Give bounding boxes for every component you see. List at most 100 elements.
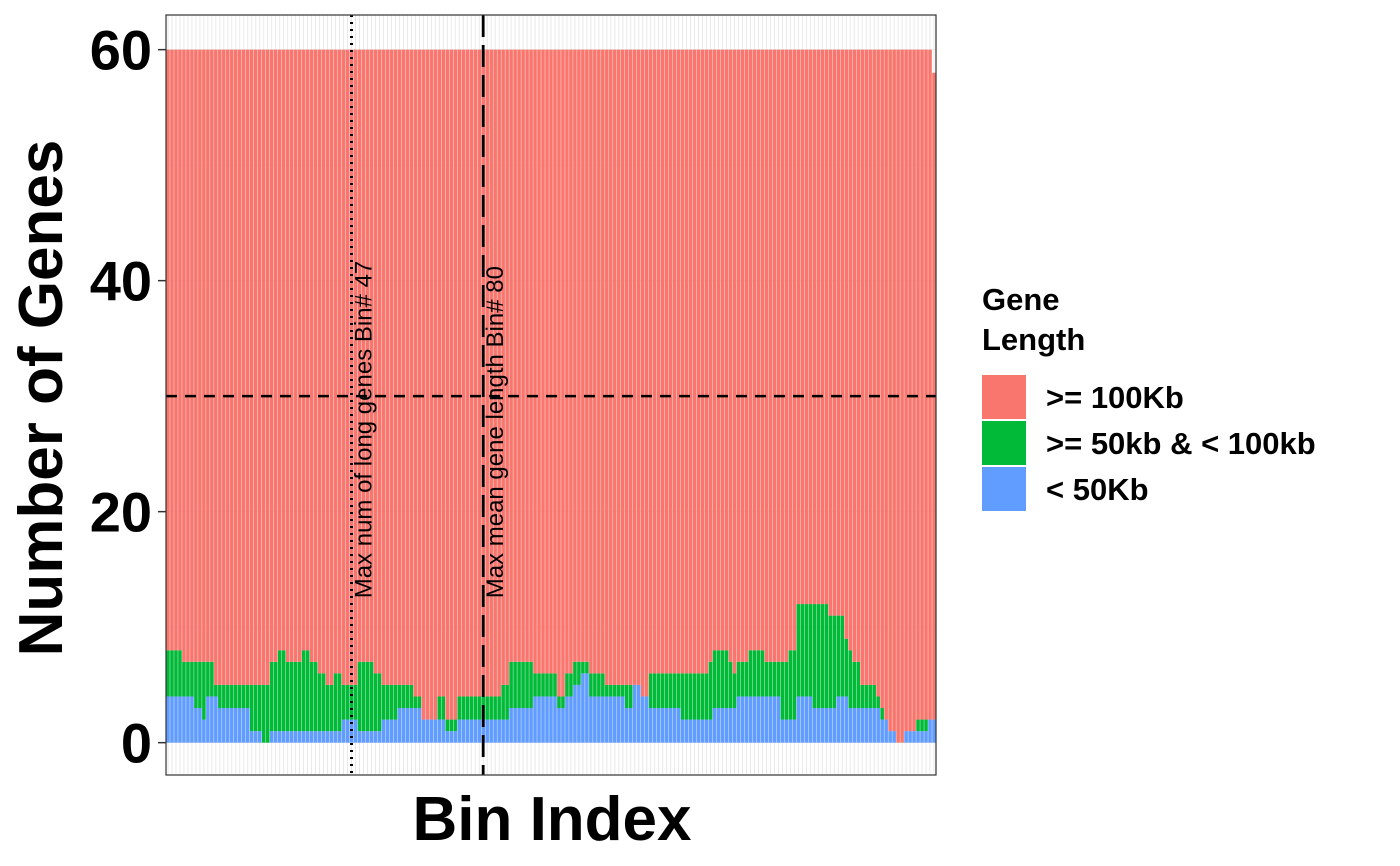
bar-segment-lt-50kb	[477, 719, 481, 743]
bar-segment-ge-100kb	[660, 49, 665, 674]
bar-segment-ge-100kb	[772, 49, 777, 662]
bar-segment-lt-50kb	[908, 731, 912, 743]
bar-segment-ge-100kb	[493, 49, 497, 697]
bar-segment-ge-100kb	[206, 49, 210, 662]
bar-segment-50-100kb	[513, 661, 517, 709]
bar-segment-ge-100kb	[521, 49, 525, 662]
bar-segment-50-100kb	[437, 696, 442, 720]
bar-segment-50-100kb	[820, 604, 825, 709]
bar-segment-lt-50kb	[696, 719, 701, 743]
bar-segment-50-100kb	[589, 673, 593, 697]
bar-segment-ge-100kb	[840, 49, 845, 616]
bar-segment-50-100kb	[525, 661, 529, 709]
bar-segment-ge-100kb	[425, 49, 430, 720]
bar-segment-lt-50kb	[597, 696, 601, 743]
bar-segment-50-100kb	[621, 684, 625, 697]
bar-segment-lt-50kb	[832, 708, 837, 743]
bar-segment-ge-100kb	[597, 49, 601, 674]
bar-segment-ge-100kb	[924, 49, 928, 720]
bar-segment-lt-50kb	[242, 708, 246, 743]
bar-segment-ge-100kb	[293, 49, 298, 662]
bar-segment-lt-50kb	[828, 708, 833, 743]
bar-segment-50-100kb	[238, 684, 242, 709]
bar-segment-ge-100kb	[226, 49, 230, 685]
bar-segment-lt-50kb	[816, 708, 821, 743]
bar-segment-ge-100kb	[281, 49, 286, 651]
bar-segment-ge-100kb	[214, 49, 218, 685]
bar-segment-lt-50kb	[361, 731, 366, 743]
bar-segment-lt-50kb	[768, 696, 773, 743]
bar-segment-ge-100kb	[601, 49, 605, 674]
bar-segment-ge-100kb	[341, 49, 346, 685]
legend-key	[982, 421, 1026, 465]
bar-segment-ge-100kb	[764, 49, 769, 662]
bar-segment-ge-100kb	[844, 49, 849, 639]
bar-segment-50-100kb	[876, 696, 880, 709]
bar-segment-ge-100kb	[880, 49, 884, 709]
bar-segment-lt-50kb	[700, 719, 705, 743]
bar-segment-lt-50kb	[605, 696, 609, 743]
bar-segment-lt-50kb	[644, 696, 649, 743]
bar-segment-ge-100kb	[788, 49, 793, 651]
bar-segment-lt-50kb	[381, 719, 386, 743]
bar-segment-50-100kb	[214, 684, 218, 697]
bar-segment-ge-100kb	[545, 49, 549, 674]
bar-segment-lt-50kb	[234, 708, 238, 743]
bar-segment-50-100kb	[609, 684, 613, 697]
bar-segment-50-100kb	[557, 696, 561, 709]
bar-segment-50-100kb	[593, 673, 597, 697]
bar-segment-lt-50kb	[509, 708, 513, 743]
bar-segment-50-100kb	[597, 673, 601, 697]
bar-segment-ge-100kb	[589, 49, 593, 674]
bar-segment-lt-50kb	[892, 731, 896, 743]
bar-segment-lt-50kb	[245, 708, 250, 743]
bar-segment-ge-100kb	[852, 49, 857, 662]
bar-segment-lt-50kb	[449, 731, 454, 743]
bar-segment-ge-100kb	[760, 49, 765, 651]
bar-segment-ge-100kb	[269, 49, 274, 662]
bar-segment-50-100kb	[517, 661, 521, 709]
bar-segment-ge-100kb	[245, 49, 250, 685]
bar-segment-lt-50kb	[920, 731, 924, 743]
bar-segment-lt-50kb	[170, 696, 174, 743]
bar-segment-ge-100kb	[700, 49, 705, 674]
bar-segment-50-100kb	[748, 650, 753, 697]
bar-segment-ge-100kb	[792, 49, 797, 651]
bar-segment-lt-50kb	[792, 719, 797, 743]
bar-segment-50-100kb	[768, 661, 773, 697]
bar-segment-lt-50kb	[357, 731, 362, 743]
bar-segment-ge-100kb	[413, 49, 418, 697]
bar-segment-lt-50kb	[257, 731, 262, 743]
bar-segment-ge-100kb	[365, 49, 370, 662]
bar-segment-ge-100kb	[696, 49, 701, 674]
bar-segment-ge-100kb	[397, 49, 402, 685]
bar-segment-lt-50kb	[581, 673, 585, 743]
bar-segment-ge-100kb	[848, 49, 853, 651]
bar-segment-50-100kb	[417, 696, 422, 709]
bar-segment-50-100kb	[652, 673, 657, 709]
bar-segment-ge-100kb	[808, 49, 813, 605]
bar-segment-50-100kb	[521, 661, 525, 709]
bar-segment-lt-50kb	[253, 731, 258, 743]
bar-segment-ge-100kb	[405, 49, 410, 685]
bar-segment-lt-50kb	[521, 708, 525, 743]
bar-segment-ge-100kb	[609, 49, 613, 685]
bar-segment-lt-50kb	[569, 696, 573, 743]
bar-segment-lt-50kb	[760, 696, 765, 743]
bar-segment-lt-50kb	[421, 719, 426, 743]
legend-label: >= 100Kb	[1046, 380, 1184, 415]
bar-segment-50-100kb	[872, 684, 876, 709]
bar-segment-lt-50kb	[341, 719, 346, 743]
bar-segment-ge-100kb	[561, 49, 565, 697]
bar-segment-50-100kb	[245, 684, 250, 709]
bar-segment-50-100kb	[880, 708, 884, 720]
bar-segment-ge-100kb	[357, 49, 362, 662]
bar-segment-ge-100kb	[716, 49, 721, 651]
bar-segment-ge-100kb	[289, 49, 294, 662]
bar-segment-lt-50kb	[720, 708, 725, 743]
bar-segment-ge-100kb	[557, 49, 561, 697]
bar-segment-50-100kb	[573, 661, 577, 685]
bar-segment-ge-100kb	[401, 49, 406, 685]
bar-segment-lt-50kb	[273, 731, 278, 743]
bar-segment-lt-50kb	[198, 708, 202, 743]
